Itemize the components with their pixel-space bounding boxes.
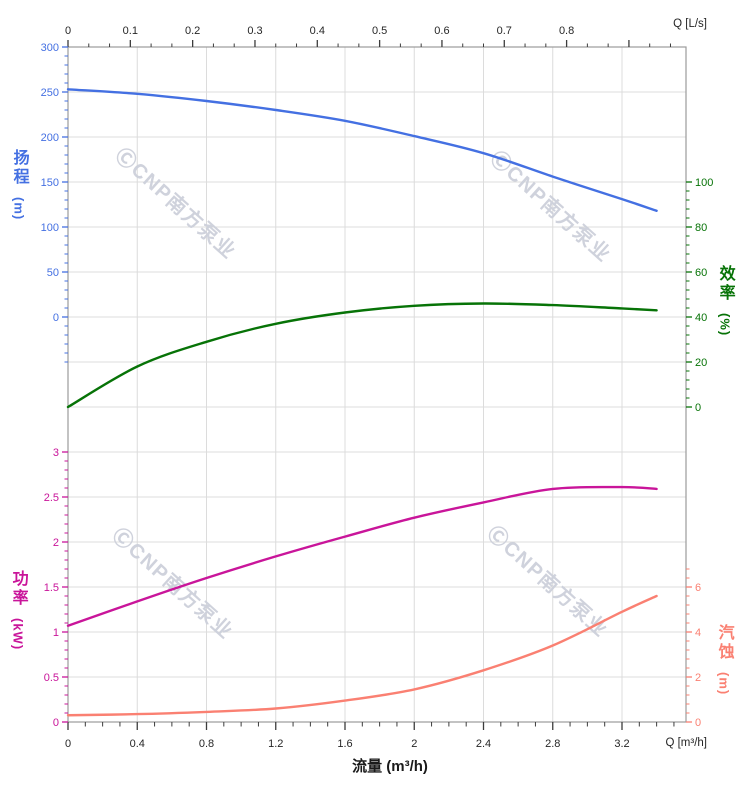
tick-label: 0 — [65, 738, 71, 750]
tick-label: 4 — [695, 627, 701, 639]
head-axis: 300 250 200 150 100 50 0 — [41, 42, 68, 363]
tick-label: 1.6 — [337, 738, 352, 750]
npsh-curve — [66, 594, 658, 717]
flow-bottom-axis-label: Q [m³/h] — [665, 737, 707, 749]
tick-label: 250 — [41, 87, 59, 99]
tick-label: 150 — [41, 177, 59, 189]
tick-label: 0.5 — [372, 25, 387, 37]
tick-label: 0.5 — [44, 672, 59, 684]
watermark-layer: ⒸCNP南方泵业 ⒸCNP南方泵业 ⒸCNP南方泵业 ⒸCNP南方泵业 — [108, 143, 617, 644]
tick-label: 2.5 — [44, 492, 59, 504]
tick-label: 2.8 — [545, 738, 560, 750]
flow-top-axis-label: Q [L/s] — [673, 18, 707, 30]
tick-label: 0 — [695, 717, 701, 729]
flow-bottom-axis: 0 0.4 0.8 1.2 1.6 2 2.4 2.8 3.2 — [65, 722, 675, 750]
watermark-text: ⒸCNP南方泵业 — [108, 523, 239, 644]
efficiency-axis-title-text: 效率 — [716, 265, 734, 303]
flow-axis-title: 流量 (m³/h) — [352, 758, 428, 775]
efficiency-curve — [66, 302, 658, 409]
head-axis-title-text: 扬程 — [10, 149, 28, 187]
tick-label: 0.1 — [123, 25, 138, 37]
tick-label: 100 — [695, 177, 713, 189]
curves — [66, 88, 658, 717]
tick-label: 100 — [41, 222, 59, 234]
tick-label: 1.2 — [268, 738, 283, 750]
tick-label: 2 — [411, 738, 417, 750]
tick-label: 2 — [695, 672, 701, 684]
tick-label: 40 — [695, 312, 707, 324]
efficiency-axis: 100 80 60 40 20 0 — [686, 177, 713, 414]
tick-label: 0.6 — [434, 25, 449, 37]
watermark-text: ⒸCNP南方泵业 — [111, 143, 242, 264]
head-axis-unit: (m) — [11, 197, 27, 221]
head-curve — [66, 88, 658, 212]
tick-label: 2.4 — [476, 738, 491, 750]
tick-label: 0 — [53, 312, 59, 324]
tick-label: 3.2 — [614, 738, 629, 750]
tick-label: 0.4 — [130, 738, 145, 750]
tick-label: 0.7 — [497, 25, 512, 37]
power-axis-title-text: 功率 — [9, 570, 27, 608]
npsh-axis-title: 汽蚀 (m) — [715, 624, 733, 695]
tick-label: 300 — [41, 42, 59, 54]
tick-label: 1.5 — [44, 582, 59, 594]
tick-label: 60 — [695, 267, 707, 279]
plot-border — [67, 46, 687, 723]
power-axis-title: 功率 (kW) — [9, 570, 27, 650]
tick-label: 6 — [695, 582, 701, 594]
tick-label: 1 — [53, 627, 59, 639]
power-axis-unit: (kW) — [10, 618, 26, 651]
watermark-text: ⒸCNP南方泵业 — [483, 521, 614, 642]
tick-label: 80 — [695, 222, 707, 234]
tick-label: 3 — [53, 447, 59, 459]
tick-label: 200 — [41, 132, 59, 144]
watermark-text: ⒸCNP南方泵业 — [486, 146, 617, 267]
tick-label: 0 — [65, 25, 71, 37]
tick-label: 50 — [47, 267, 59, 279]
npsh-axis-title-text: 汽蚀 — [715, 624, 733, 662]
power-axis: 3 2.5 2 1.5 1 0.5 0 — [44, 447, 68, 729]
efficiency-axis-unit: (%) — [717, 313, 733, 337]
tick-label: 0.4 — [310, 25, 325, 37]
power-curve — [66, 485, 658, 627]
tick-label: 20 — [695, 357, 707, 369]
tick-label: 0.8 — [559, 25, 574, 37]
tick-label: 0.3 — [247, 25, 262, 37]
npsh-axis: 6 4 2 0 — [686, 568, 701, 729]
gridlines — [68, 47, 686, 722]
tick-label: 0 — [53, 717, 59, 729]
tick-label: 0.2 — [185, 25, 200, 37]
flow-top-axis: 0 0.1 0.2 0.3 0.4 0.5 0.6 0.7 0.8 — [65, 25, 671, 47]
efficiency-axis-title: 效率 (%) — [716, 265, 734, 336]
npsh-axis-unit: (m) — [716, 672, 732, 696]
tick-label: 2 — [53, 537, 59, 549]
tick-label: 0 — [695, 402, 701, 414]
head-axis-title: 扬程 (m) — [10, 149, 28, 220]
tick-label: 0.8 — [199, 738, 214, 750]
